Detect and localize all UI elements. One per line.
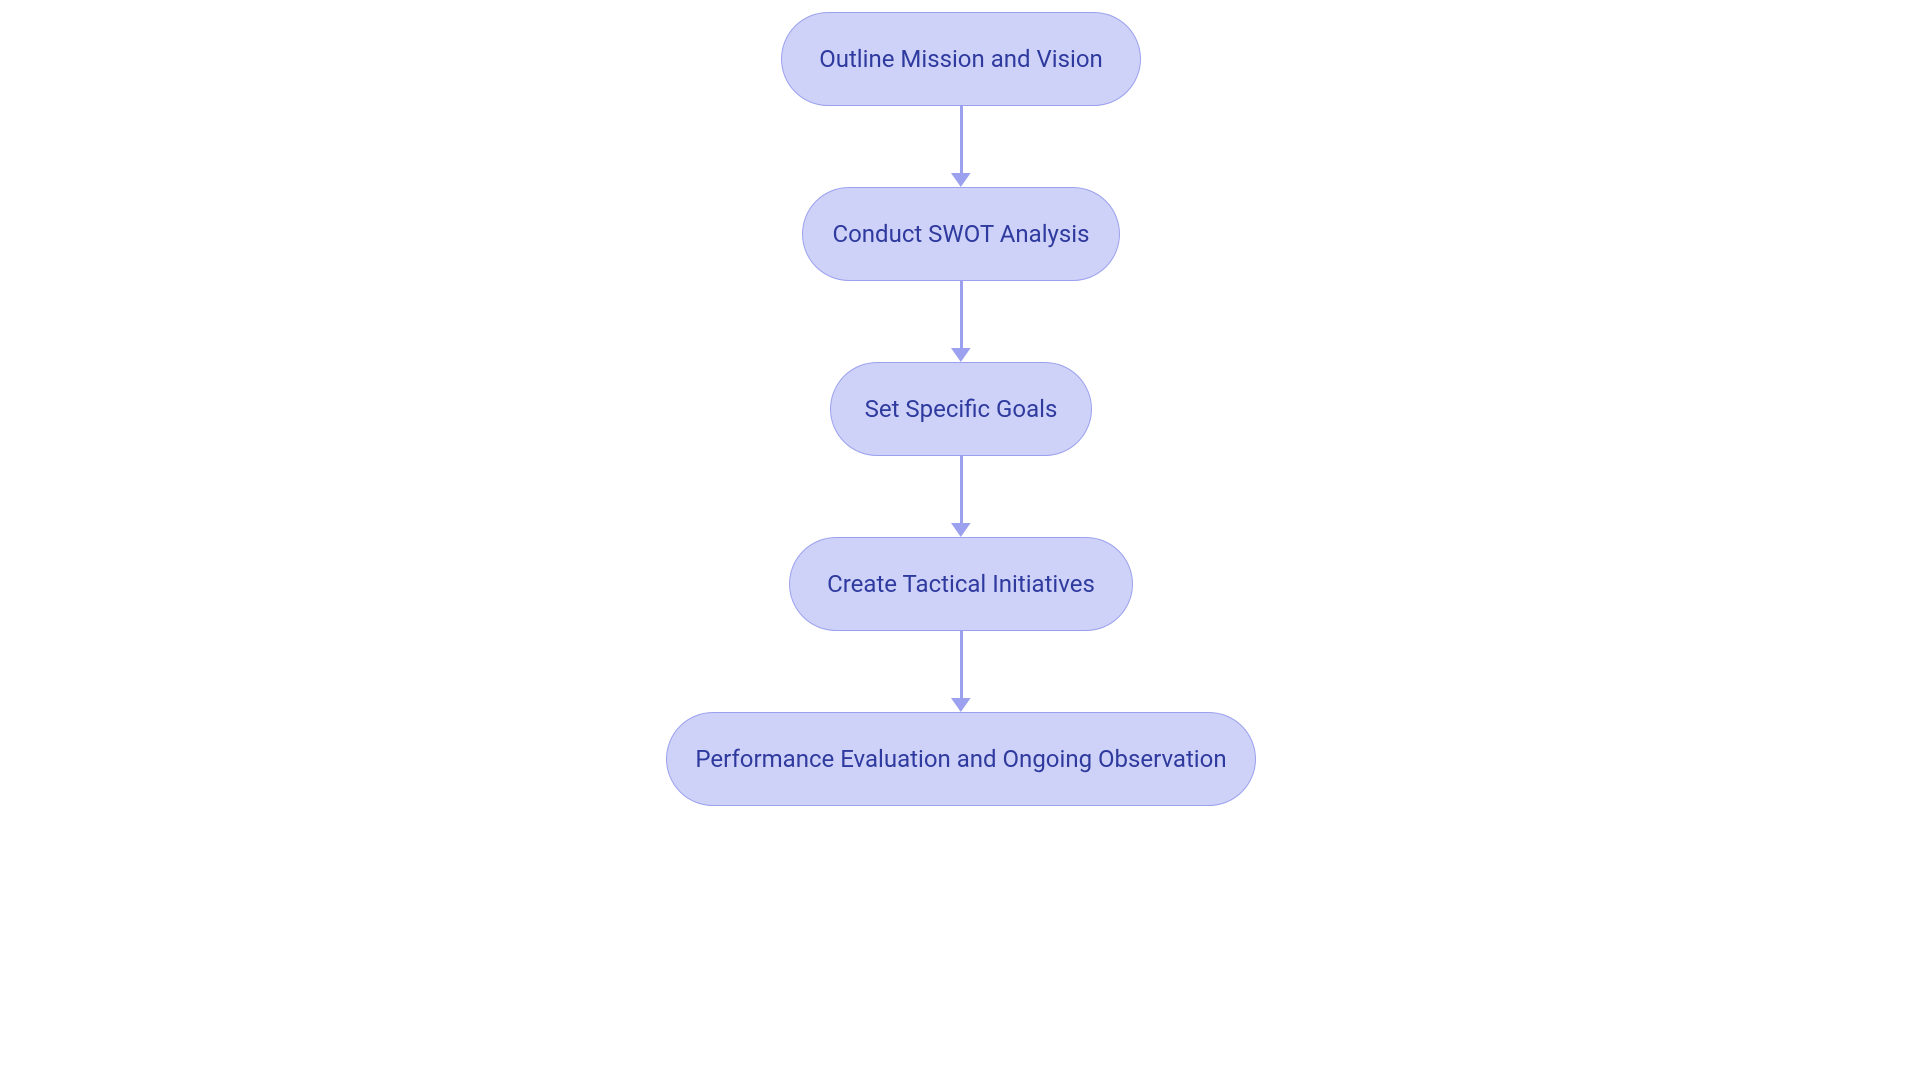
- flowchart-node: Outline Mission and Vision: [781, 12, 1141, 106]
- flowchart-node: Performance Evaluation and Ongoing Obser…: [666, 712, 1256, 806]
- flowchart-node: Create Tactical Initiatives: [789, 537, 1133, 631]
- arrowhead-icon: [951, 173, 971, 187]
- flowchart-edge: [960, 631, 963, 700]
- arrowhead-icon: [951, 698, 971, 712]
- flowchart-node-label: Create Tactical Initiatives: [827, 570, 1095, 598]
- flowchart-node-label: Outline Mission and Vision: [819, 45, 1103, 73]
- flowchart-node-label: Performance Evaluation and Ongoing Obser…: [695, 745, 1226, 773]
- arrowhead-icon: [951, 523, 971, 537]
- flowchart-node: Set Specific Goals: [830, 362, 1092, 456]
- flowchart-node-label: Conduct SWOT Analysis: [832, 220, 1089, 248]
- flowchart-node-label: Set Specific Goals: [865, 395, 1058, 423]
- arrowhead-icon: [951, 348, 971, 362]
- flowchart-canvas: Outline Mission and Vision Conduct SWOT A…: [0, 0, 1920, 1080]
- flowchart-edge: [960, 106, 963, 175]
- flowchart-edge: [960, 281, 963, 350]
- flowchart-edge: [960, 456, 963, 525]
- flowchart-node: Conduct SWOT Analysis: [802, 187, 1120, 281]
